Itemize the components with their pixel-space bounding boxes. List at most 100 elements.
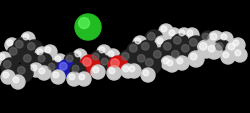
- Circle shape: [221, 51, 235, 64]
- Circle shape: [208, 32, 224, 48]
- Circle shape: [133, 37, 147, 51]
- Circle shape: [143, 56, 161, 74]
- Circle shape: [182, 45, 189, 53]
- Circle shape: [139, 41, 157, 59]
- Circle shape: [221, 35, 227, 40]
- Circle shape: [24, 55, 31, 62]
- Circle shape: [90, 52, 106, 67]
- Circle shape: [142, 43, 149, 51]
- Circle shape: [73, 50, 87, 63]
- Circle shape: [159, 25, 173, 39]
- Circle shape: [36, 54, 52, 69]
- Circle shape: [67, 72, 81, 86]
- Circle shape: [179, 31, 185, 36]
- Circle shape: [92, 54, 99, 60]
- Circle shape: [77, 72, 91, 86]
- Circle shape: [83, 58, 91, 67]
- Circle shape: [164, 43, 171, 51]
- Circle shape: [70, 63, 86, 79]
- Circle shape: [226, 42, 242, 58]
- Circle shape: [37, 49, 43, 55]
- Circle shape: [72, 66, 79, 72]
- Circle shape: [45, 48, 51, 53]
- Circle shape: [187, 31, 193, 36]
- Circle shape: [219, 33, 233, 47]
- Circle shape: [107, 66, 121, 80]
- Circle shape: [7, 46, 25, 63]
- Circle shape: [35, 48, 49, 61]
- Circle shape: [0, 54, 5, 60]
- Circle shape: [3, 72, 9, 78]
- Circle shape: [13, 77, 19, 83]
- Circle shape: [177, 58, 183, 64]
- Circle shape: [123, 66, 129, 72]
- Circle shape: [0, 53, 11, 66]
- Circle shape: [91, 65, 105, 79]
- Circle shape: [37, 66, 51, 80]
- Circle shape: [46, 61, 62, 77]
- Circle shape: [151, 49, 169, 66]
- Circle shape: [122, 53, 129, 61]
- Circle shape: [31, 65, 37, 71]
- Circle shape: [161, 27, 167, 33]
- Circle shape: [111, 59, 119, 68]
- Circle shape: [1, 59, 19, 76]
- Circle shape: [25, 41, 43, 59]
- Circle shape: [172, 51, 179, 59]
- Circle shape: [10, 48, 17, 56]
- Circle shape: [190, 39, 197, 47]
- Circle shape: [7, 41, 13, 46]
- Circle shape: [233, 41, 239, 46]
- Circle shape: [135, 39, 141, 44]
- Circle shape: [39, 68, 45, 74]
- Circle shape: [53, 54, 67, 68]
- Circle shape: [213, 41, 231, 59]
- Circle shape: [127, 43, 145, 60]
- Circle shape: [171, 35, 189, 53]
- Circle shape: [206, 44, 222, 59]
- Circle shape: [210, 34, 217, 41]
- Circle shape: [148, 33, 155, 41]
- Circle shape: [141, 68, 155, 82]
- Circle shape: [231, 39, 245, 53]
- Circle shape: [38, 56, 45, 62]
- Circle shape: [190, 54, 197, 60]
- Circle shape: [97, 46, 111, 59]
- Circle shape: [75, 52, 81, 57]
- Circle shape: [130, 45, 137, 53]
- Circle shape: [23, 35, 29, 40]
- Circle shape: [169, 31, 175, 36]
- Circle shape: [154, 51, 161, 59]
- Circle shape: [57, 60, 75, 78]
- Circle shape: [1, 70, 15, 84]
- Circle shape: [216, 43, 223, 51]
- Circle shape: [200, 32, 216, 48]
- Circle shape: [69, 74, 75, 80]
- Circle shape: [145, 31, 163, 49]
- Circle shape: [143, 70, 149, 76]
- Circle shape: [101, 59, 108, 65]
- Circle shape: [66, 56, 73, 62]
- Circle shape: [119, 51, 137, 68]
- Circle shape: [127, 64, 141, 78]
- Circle shape: [155, 37, 169, 51]
- Circle shape: [79, 74, 85, 80]
- Circle shape: [121, 64, 135, 78]
- Circle shape: [228, 44, 235, 51]
- Circle shape: [233, 49, 247, 62]
- Circle shape: [106, 50, 120, 63]
- Circle shape: [48, 64, 55, 70]
- Circle shape: [60, 63, 67, 71]
- Circle shape: [13, 39, 31, 56]
- Circle shape: [167, 60, 173, 66]
- Circle shape: [223, 53, 229, 58]
- Circle shape: [4, 61, 11, 68]
- Circle shape: [15, 64, 33, 82]
- Circle shape: [161, 41, 179, 59]
- Circle shape: [79, 19, 90, 29]
- Circle shape: [197, 41, 215, 59]
- Circle shape: [18, 67, 25, 74]
- Circle shape: [43, 46, 57, 59]
- Circle shape: [64, 54, 80, 69]
- Circle shape: [21, 53, 39, 70]
